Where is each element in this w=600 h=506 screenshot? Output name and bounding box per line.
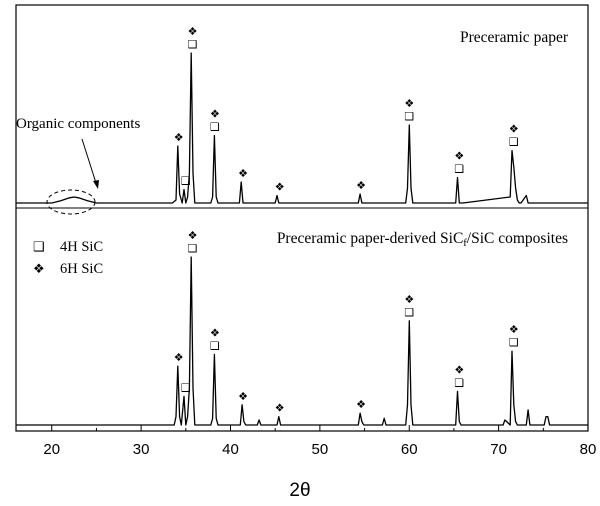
legend-label-4h: 4H SiC <box>60 239 103 255</box>
legend-symbol-4h: ❑ <box>33 239 45 254</box>
x-tick-label: 60 <box>401 441 418 458</box>
6h-sic-marker: ❖ <box>210 108 220 121</box>
x-tick-label: 40 <box>222 441 239 458</box>
legend-symbol-6h: ❖ <box>33 261 45 276</box>
panel-title-bottom: Preceramic paper-derived SiCf/SiC compos… <box>277 230 568 249</box>
x-tick-label: 30 <box>133 441 150 458</box>
peak-markers: ❖❑❖❑❖❑❖❖ ❖❖❑❖❑❖❑❖❑❖❑❖❑❖❖ ❖❖❑❖❑❖❑ <box>174 25 519 415</box>
4h-sic-marker: ❑ <box>188 38 198 51</box>
6h-sic-marker: ❖ <box>188 25 198 38</box>
4h-sic-marker: ❑ <box>454 376 464 389</box>
4h-sic-marker: ❑ <box>210 121 220 134</box>
6h-sic-marker: ❖ <box>210 326 220 339</box>
4h-sic-marker: ❑ <box>210 339 220 352</box>
4h-sic-marker: ❑ <box>454 163 464 176</box>
x-tick-label: 80 <box>580 441 597 458</box>
4h-sic-marker: ❑ <box>181 381 191 394</box>
annotation-ellipse <box>46 189 96 215</box>
x-axis-label: 2θ <box>289 480 310 501</box>
legend-label-6h: 6H SiC <box>60 261 103 277</box>
plot-border <box>15 4 589 432</box>
xrd-series-line-2 <box>16 256 588 426</box>
4h-sic-marker: ❑ <box>404 306 414 319</box>
6h-sic-marker: ❖ <box>238 390 248 403</box>
6h-sic-marker: ❖ <box>275 181 285 194</box>
6h-sic-marker: ❖ <box>174 131 184 144</box>
xrd-series-line-1 <box>16 52 588 204</box>
6h-sic-marker: ❖ <box>509 323 519 336</box>
6h-sic-marker: ❖ <box>356 398 366 411</box>
annotation-arrow <box>81 138 97 184</box>
6h-sic-marker: ❖ <box>404 97 414 110</box>
organic-components-annotation: Organic components <box>16 116 140 215</box>
4h-sic-marker: ❑ <box>509 336 519 349</box>
4h-sic-marker: ❑ <box>188 242 198 255</box>
6h-sic-marker: ❖ <box>356 179 366 192</box>
6h-sic-marker: ❖ <box>454 363 464 376</box>
6h-sic-marker: ❖ <box>174 351 184 364</box>
4h-sic-marker: ❑ <box>509 136 519 149</box>
4h-sic-marker: ❑ <box>181 175 191 188</box>
4h-sic-marker: ❑ <box>404 110 414 123</box>
x-tick-label: 50 <box>312 441 329 458</box>
legend: ❑ 4H SiC ❖ 6H SiC <box>33 239 103 277</box>
panel-title-top: Preceramic paper <box>460 29 569 46</box>
x-tick-label: 70 <box>490 441 507 458</box>
organic-components-label: Organic components <box>16 116 140 132</box>
annotation-arrowhead <box>93 180 99 189</box>
6h-sic-marker: ❖ <box>188 229 198 242</box>
x-axis: 20 30 40 50 60 70 80 <box>43 425 596 458</box>
6h-sic-marker: ❖ <box>404 293 414 306</box>
6h-sic-marker: ❖ <box>275 402 285 415</box>
plot-frame <box>15 4 589 432</box>
6h-sic-marker: ❖ <box>509 123 519 136</box>
6h-sic-marker: ❖ <box>238 167 248 180</box>
xrd-patterns <box>16 52 588 426</box>
6h-sic-marker: ❖ <box>454 150 464 163</box>
x-tick-label: 20 <box>43 441 60 458</box>
